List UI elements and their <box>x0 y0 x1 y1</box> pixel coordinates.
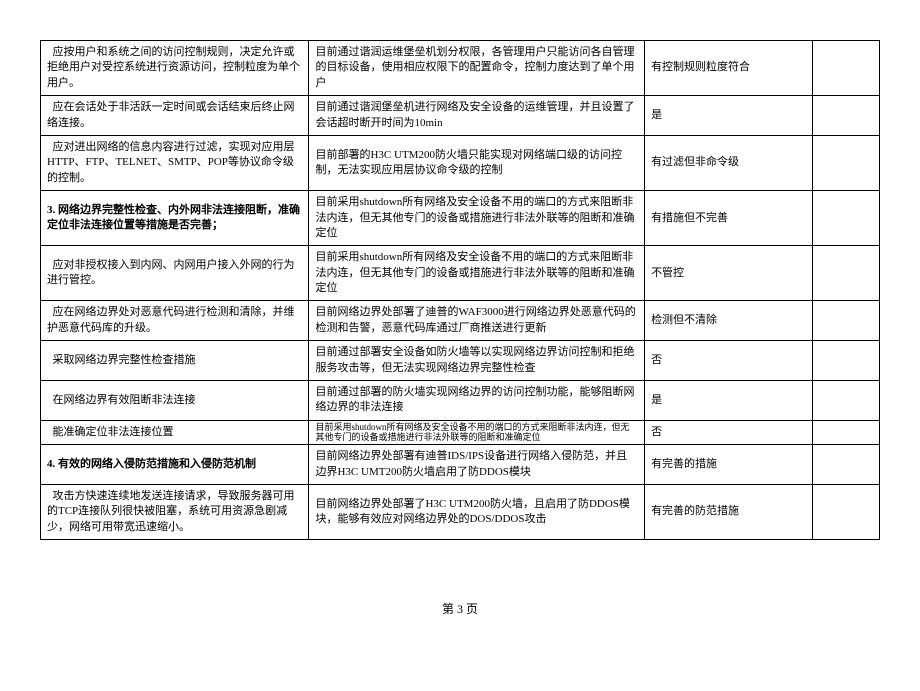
status-cell: 目前通过谐润运维堡垒机划分权限，各管理用户只能访问各自管理的目标设备，使用相应权… <box>309 41 645 96</box>
remark-cell <box>812 191 879 246</box>
table-row: 应按用户和系统之间的访问控制规则，决定允许或拒绝用户对受控系统进行资源访问，控制… <box>41 41 880 96</box>
requirement-cell: 应对非授权接入到内网、内网用户接入外网的行为进行管控。 <box>41 246 309 301</box>
requirement-cell: 应按用户和系统之间的访问控制规则，决定允许或拒绝用户对受控系统进行资源访问，控制… <box>41 41 309 96</box>
table-row: 攻击方快速连续地发送连接请求，导致服务器可用的TCP连接队列很快被阻塞，系统可用… <box>41 484 880 539</box>
remark-cell <box>812 246 879 301</box>
requirement-cell: 应在网络边界处对恶意代码进行检测和清除，并维护恶意代码库的升级。 <box>41 301 309 341</box>
result-cell: 有控制规则粒度符合 <box>645 41 813 96</box>
result-cell: 有措施但不完善 <box>645 191 813 246</box>
result-cell: 有过滤但非命令级 <box>645 135 813 190</box>
status-cell: 目前采用shutdown所有网络及安全设备不用的端口的方式来阻断非法内连，但无其… <box>309 246 645 301</box>
result-cell: 否 <box>645 341 813 381</box>
table-row: 采取网络边界完整性检查措施目前通过部署安全设备如防火墙等以实现网络边界访问控制和… <box>41 341 880 381</box>
remark-cell <box>812 135 879 190</box>
remark-cell <box>812 445 879 485</box>
remark-cell <box>812 420 879 444</box>
result-cell: 检测但不清除 <box>645 301 813 341</box>
remark-cell <box>812 96 879 136</box>
remark-cell <box>812 341 879 381</box>
page-number: 第 3 页 <box>0 600 920 617</box>
requirement-cell: 4. 有效的网络入侵防范措施和入侵防范机制 <box>41 445 309 485</box>
requirement-cell: 在网络边界有效阻断非法连接 <box>41 381 309 421</box>
table-row: 应在网络边界处对恶意代码进行检测和清除，并维护恶意代码库的升级。目前网络边界处部… <box>41 301 880 341</box>
table-row: 3. 网络边界完整性检查、内外网非法连接阻断，准确定位非法连接位置等措施是否完善… <box>41 191 880 246</box>
requirement-cell: 应对进出网络的信息内容进行过滤，实现对应用层HTTP、FTP、TELNET、SM… <box>41 135 309 190</box>
remark-cell <box>812 301 879 341</box>
security-assessment-table: 应按用户和系统之间的访问控制规则，决定允许或拒绝用户对受控系统进行资源访问，控制… <box>40 40 880 540</box>
status-cell: 目前采用shutdown所有网络及安全设备不用的端口的方式来阻断非法内连，但无其… <box>309 420 645 444</box>
result-cell: 是 <box>645 96 813 136</box>
requirement-cell: 应在会话处于非活跃一定时间或会话结束后终止网络连接。 <box>41 96 309 136</box>
table-row: 能准确定位非法连接位置目前采用shutdown所有网络及安全设备不用的端口的方式… <box>41 420 880 444</box>
result-cell: 否 <box>645 420 813 444</box>
requirement-cell: 能准确定位非法连接位置 <box>41 420 309 444</box>
result-cell: 有完善的措施 <box>645 445 813 485</box>
status-cell: 目前网络边界处部署有迪普IDS/IPS设备进行网络入侵防范，并且边界H3C UM… <box>309 445 645 485</box>
status-cell: 目前网络边界处部署了H3C UTM200防火墙，且启用了防DDOS模块，能够有效… <box>309 484 645 539</box>
remark-cell <box>812 484 879 539</box>
table-row: 在网络边界有效阻断非法连接目前通过部署的防火墙实现网络边界的访问控制功能，能够阻… <box>41 381 880 421</box>
table-row: 应对非授权接入到内网、内网用户接入外网的行为进行管控。目前采用shutdown所… <box>41 246 880 301</box>
status-cell: 目前采用shutdown所有网络及安全设备不用的端口的方式来阻断非法内连，但无其… <box>309 191 645 246</box>
remark-cell <box>812 41 879 96</box>
table-row: 4. 有效的网络入侵防范措施和入侵防范机制目前网络边界处部署有迪普IDS/IPS… <box>41 445 880 485</box>
status-cell: 目前网络边界处部署了迪普的WAF3000进行网络边界处恶意代码的检测和告警，恶意… <box>309 301 645 341</box>
result-cell: 有完善的防范措施 <box>645 484 813 539</box>
status-cell: 目前部署的H3C UTM200防火墙只能实现对网络端口级的访问控制，无法实现应用… <box>309 135 645 190</box>
status-cell: 目前通过部署的防火墙实现网络边界的访问控制功能，能够阻断网络边界的非法连接 <box>309 381 645 421</box>
remark-cell <box>812 381 879 421</box>
requirement-cell: 采取网络边界完整性检查措施 <box>41 341 309 381</box>
status-cell: 目前通过谐润堡垒机进行网络及安全设备的运维管理，并且设置了会话超时断开时间为10… <box>309 96 645 136</box>
requirement-cell: 攻击方快速连续地发送连接请求，导致服务器可用的TCP连接队列很快被阻塞，系统可用… <box>41 484 309 539</box>
requirement-cell: 3. 网络边界完整性检查、内外网非法连接阻断，准确定位非法连接位置等措施是否完善… <box>41 191 309 246</box>
result-cell: 是 <box>645 381 813 421</box>
table-row: 应对进出网络的信息内容进行过滤，实现对应用层HTTP、FTP、TELNET、SM… <box>41 135 880 190</box>
result-cell: 不管控 <box>645 246 813 301</box>
table-row: 应在会话处于非活跃一定时间或会话结束后终止网络连接。目前通过谐润堡垒机进行网络及… <box>41 96 880 136</box>
status-cell: 目前通过部署安全设备如防火墙等以实现网络边界访问控制和拒绝服务攻击等，但无法实现… <box>309 341 645 381</box>
